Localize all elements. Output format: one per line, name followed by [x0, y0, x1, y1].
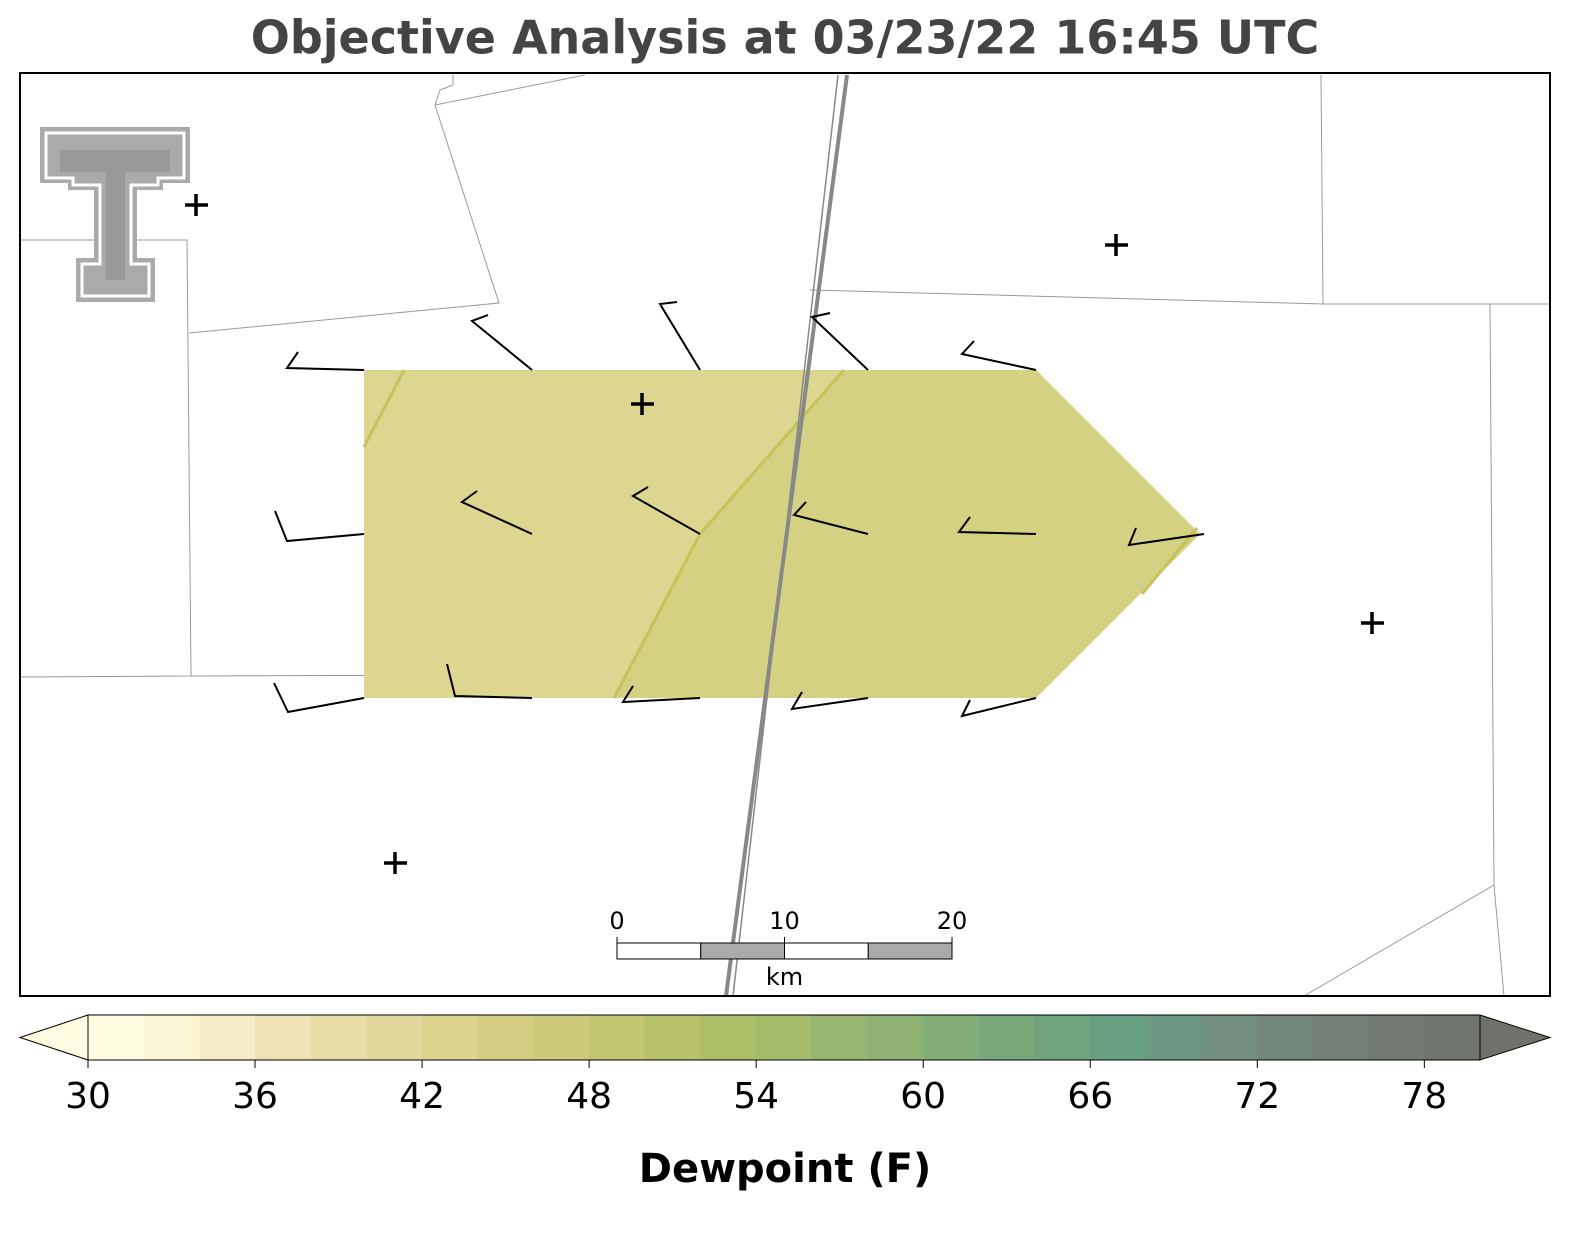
tick-label: 36: [232, 1076, 278, 1117]
color-bin: [1312, 1015, 1370, 1060]
colorbar-label: Dewpoint (F): [639, 1146, 932, 1192]
color-bin: [1368, 1015, 1425, 1060]
color-bin: [1145, 1015, 1203, 1060]
color-bin: [1090, 1015, 1147, 1060]
color-bin: [867, 1015, 924, 1060]
tick-label: 66: [1067, 1076, 1113, 1117]
color-bin: [310, 1015, 367, 1060]
color-bin: [811, 1015, 869, 1060]
color-bin: [923, 1015, 980, 1060]
scale-label: 0: [609, 907, 624, 935]
map: 0 10 20 km: [19, 72, 1551, 997]
tick-label: 54: [733, 1076, 779, 1117]
tick-label: 30: [65, 1076, 111, 1117]
map-frame: [19, 72, 1551, 997]
scale-label: 20: [937, 907, 968, 935]
station-markers: [185, 194, 1384, 874]
color-bin: [756, 1015, 813, 1060]
tick-label: 42: [399, 1076, 445, 1117]
wind-barbs: [273, 301, 1205, 718]
scale-unit: km: [766, 963, 803, 991]
under-extension: [18, 1014, 89, 1061]
tick-label: 48: [566, 1076, 612, 1117]
tick-label: 60: [900, 1076, 946, 1117]
color-bin: [255, 1015, 312, 1060]
logo: [40, 127, 190, 302]
color-bin: [1424, 1015, 1481, 1060]
color-bin: [589, 1015, 646, 1060]
colorbar: 30 36 42 48 54 60 66 72 78: [18, 1014, 1552, 1117]
color-bin: [978, 1015, 1036, 1060]
color-bin: [422, 1015, 479, 1060]
color-bin: [644, 1015, 701, 1060]
color-bin: [1034, 1015, 1091, 1060]
color-bin: [199, 1015, 256, 1060]
color-bin: [143, 1015, 200, 1060]
color-bin: [88, 1015, 145, 1060]
tick-label: 78: [1401, 1076, 1447, 1117]
scale-bar: 0 10 20 km: [609, 907, 967, 991]
color-bin: [1257, 1015, 1314, 1060]
color-bin: [366, 1015, 423, 1060]
over-extension: [1479, 1014, 1552, 1061]
scale-segment: [700, 942, 785, 960]
color-bin: [477, 1015, 534, 1060]
color-bin: [533, 1015, 590, 1060]
title: Objective Analysis at 03/23/22 16:45 UTC: [251, 11, 1320, 65]
dewpoint-fill: [614, 370, 1200, 698]
highway: [724, 74, 849, 997]
scale-label: 10: [769, 907, 800, 935]
scale-segment: [784, 942, 869, 960]
color-bin: [1201, 1015, 1258, 1060]
colorbar-frame: [87, 1014, 1481, 1061]
scale-segment: [616, 942, 702, 960]
color-bin: [700, 1015, 757, 1060]
tick-label: 72: [1234, 1076, 1280, 1117]
scale-segment: [867, 942, 953, 960]
